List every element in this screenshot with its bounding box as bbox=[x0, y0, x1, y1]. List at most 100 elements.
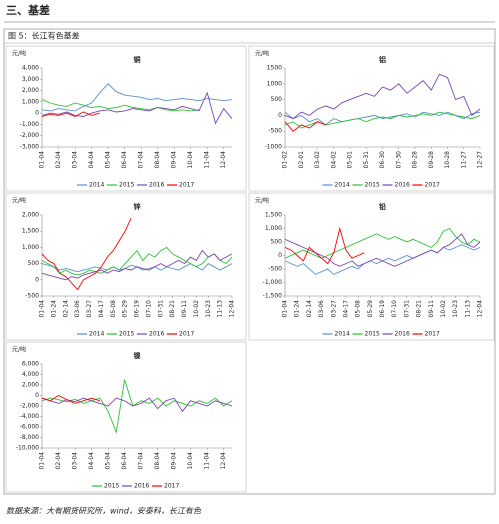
y-tick-label: 2,000 bbox=[22, 87, 39, 94]
x-tick-label: 04-04 bbox=[88, 151, 95, 169]
x-tick-label: 03-27 bbox=[330, 300, 337, 318]
x-tick-label: 04-17 bbox=[98, 300, 105, 318]
y-tick-label: -1,000 bbox=[20, 121, 40, 128]
x-tick-label: 02-01 bbox=[298, 151, 305, 169]
x-tick-label: 11-13 bbox=[217, 300, 224, 318]
x-tick-label: 01-02 bbox=[282, 151, 289, 169]
y-tick-label: -4,000 bbox=[20, 413, 40, 420]
y-tick-label: -1,000 bbox=[263, 279, 283, 286]
x-tick-label: 01-04 bbox=[39, 151, 46, 169]
x-tick-label: 11-04 bbox=[204, 151, 211, 169]
y-tick-label: -2,000 bbox=[20, 132, 40, 139]
y-tick-label: 0 bbox=[278, 252, 282, 259]
x-tick-label: 05-29 bbox=[367, 300, 374, 318]
x-tick-label: 04-17 bbox=[342, 300, 349, 318]
x-tick-label: 08-04 bbox=[154, 452, 161, 470]
legend-label: 2015 bbox=[104, 483, 119, 490]
series-line bbox=[41, 397, 233, 413]
y-tick-label: -8,000 bbox=[20, 434, 40, 441]
legend-label: 2016 bbox=[395, 182, 410, 189]
y-tick-label: 4,000 bbox=[22, 371, 39, 378]
y-tick-label: 0 bbox=[278, 112, 282, 119]
x-tick-label: 01-04 bbox=[282, 300, 289, 318]
x-tick-label: 12-04 bbox=[229, 300, 236, 318]
x-tick-label: 07-10 bbox=[391, 300, 398, 318]
x-tick-label: 06-19 bbox=[379, 300, 386, 318]
x-tick-label: 08-21 bbox=[416, 300, 423, 318]
x-tick-label: 02-04 bbox=[55, 151, 62, 169]
y-tick-label: 1500 bbox=[267, 65, 282, 72]
series-line bbox=[284, 227, 481, 259]
x-tick-label: 09-04 bbox=[171, 452, 178, 470]
x-tick-label: 10-23 bbox=[452, 300, 459, 318]
x-tick-label: 12-04 bbox=[220, 452, 227, 470]
legend-label: 2014 bbox=[89, 182, 104, 189]
chart-panel bbox=[248, 45, 495, 192]
x-tick-label: 06-04 bbox=[121, 151, 128, 169]
x-tick-label: 07-04 bbox=[138, 151, 145, 169]
x-tick-label: 12-04 bbox=[220, 151, 227, 169]
y-tick-label: -500 bbox=[268, 266, 282, 273]
legend-label: 2017 bbox=[425, 182, 440, 189]
x-tick-label: 07-31 bbox=[403, 300, 410, 318]
y-axis-label: 元/吨 bbox=[255, 197, 269, 205]
chart-title: 锌 bbox=[134, 202, 141, 211]
y-tick-label: 1,500 bbox=[265, 212, 282, 219]
y-tick-label: 6,000 bbox=[22, 361, 39, 368]
series-line bbox=[41, 218, 132, 291]
figure-frame bbox=[3, 28, 496, 495]
x-tick-label: 07-10 bbox=[145, 300, 152, 318]
x-tick-label: 02-14 bbox=[306, 300, 313, 318]
x-tick-label: 10-04 bbox=[187, 452, 194, 470]
x-tick-label: 11-27 bbox=[460, 151, 467, 169]
section-title: 三、基差 bbox=[6, 3, 50, 17]
x-tick-label: 03-02 bbox=[314, 151, 321, 169]
x-tick-label: 12-04 bbox=[477, 300, 484, 318]
x-tick-label: 03-06 bbox=[318, 300, 325, 318]
y-tick-label: 500 bbox=[28, 260, 40, 267]
legend-label: 2015 bbox=[365, 331, 380, 338]
y-tick-label: -2,000 bbox=[20, 403, 40, 410]
x-tick-label: 06-19 bbox=[134, 300, 141, 318]
y-tick-label: 1,000 bbox=[22, 244, 39, 251]
y-tick-label: 0 bbox=[35, 276, 39, 283]
series-line bbox=[284, 226, 365, 265]
x-tick-label: 02-14 bbox=[62, 300, 69, 318]
y-tick-label: 1,000 bbox=[22, 98, 39, 105]
legend-label: 2014 bbox=[335, 331, 350, 338]
y-tick-label: 2,000 bbox=[22, 382, 39, 389]
x-tick-label: 09-28 bbox=[428, 151, 435, 169]
series-line bbox=[284, 73, 481, 120]
legend-label: 2017 bbox=[179, 331, 194, 338]
y-tick-label: 1000 bbox=[267, 80, 282, 87]
x-tick-label: 08-28 bbox=[412, 151, 419, 169]
x-tick-label: 05-08 bbox=[355, 300, 362, 318]
chart-title: 镍 bbox=[134, 351, 141, 360]
source-note: 数据来源：大有期货研究所，wind，安泰科，长江有色 bbox=[6, 507, 202, 516]
series-line bbox=[41, 99, 200, 112]
x-tick-label: 03-04 bbox=[72, 452, 79, 470]
figure-caption: 图 5：长江有色基差 bbox=[8, 31, 80, 41]
series-line bbox=[284, 233, 481, 267]
x-tick-label: 07-31 bbox=[157, 300, 164, 318]
x-tick-label: 05-29 bbox=[122, 300, 129, 318]
x-tick-label: 10-02 bbox=[193, 300, 200, 318]
x-tick-label: 09-04 bbox=[171, 151, 178, 169]
series-line bbox=[41, 91, 233, 125]
y-tick-label: -3,000 bbox=[20, 144, 40, 151]
y-tick-label: 500 bbox=[271, 239, 283, 246]
legend-label: 2015 bbox=[119, 182, 134, 189]
legend-label: 2016 bbox=[134, 483, 149, 490]
x-tick-label: 10-28 bbox=[444, 151, 451, 169]
x-tick-label: 10-04 bbox=[187, 151, 194, 169]
x-tick-label: 10-23 bbox=[205, 300, 212, 318]
x-tick-label: 06-30 bbox=[379, 151, 386, 169]
y-tick-label: 0 bbox=[35, 392, 39, 399]
x-tick-label: 05-01 bbox=[347, 151, 354, 169]
series-line bbox=[284, 121, 326, 132]
y-tick-label: 500 bbox=[271, 96, 283, 103]
y-axis-label: 元/吨 bbox=[12, 50, 26, 58]
series-line bbox=[41, 111, 100, 117]
legend-label: 2014 bbox=[335, 182, 350, 189]
